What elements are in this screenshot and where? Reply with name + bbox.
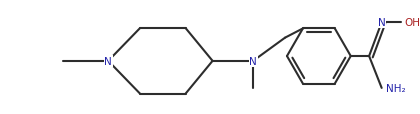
Text: N: N [378, 18, 386, 28]
Text: NH₂: NH₂ [386, 83, 405, 93]
Text: N: N [104, 56, 112, 66]
Text: OH: OH [405, 18, 420, 28]
Text: N: N [249, 56, 257, 66]
